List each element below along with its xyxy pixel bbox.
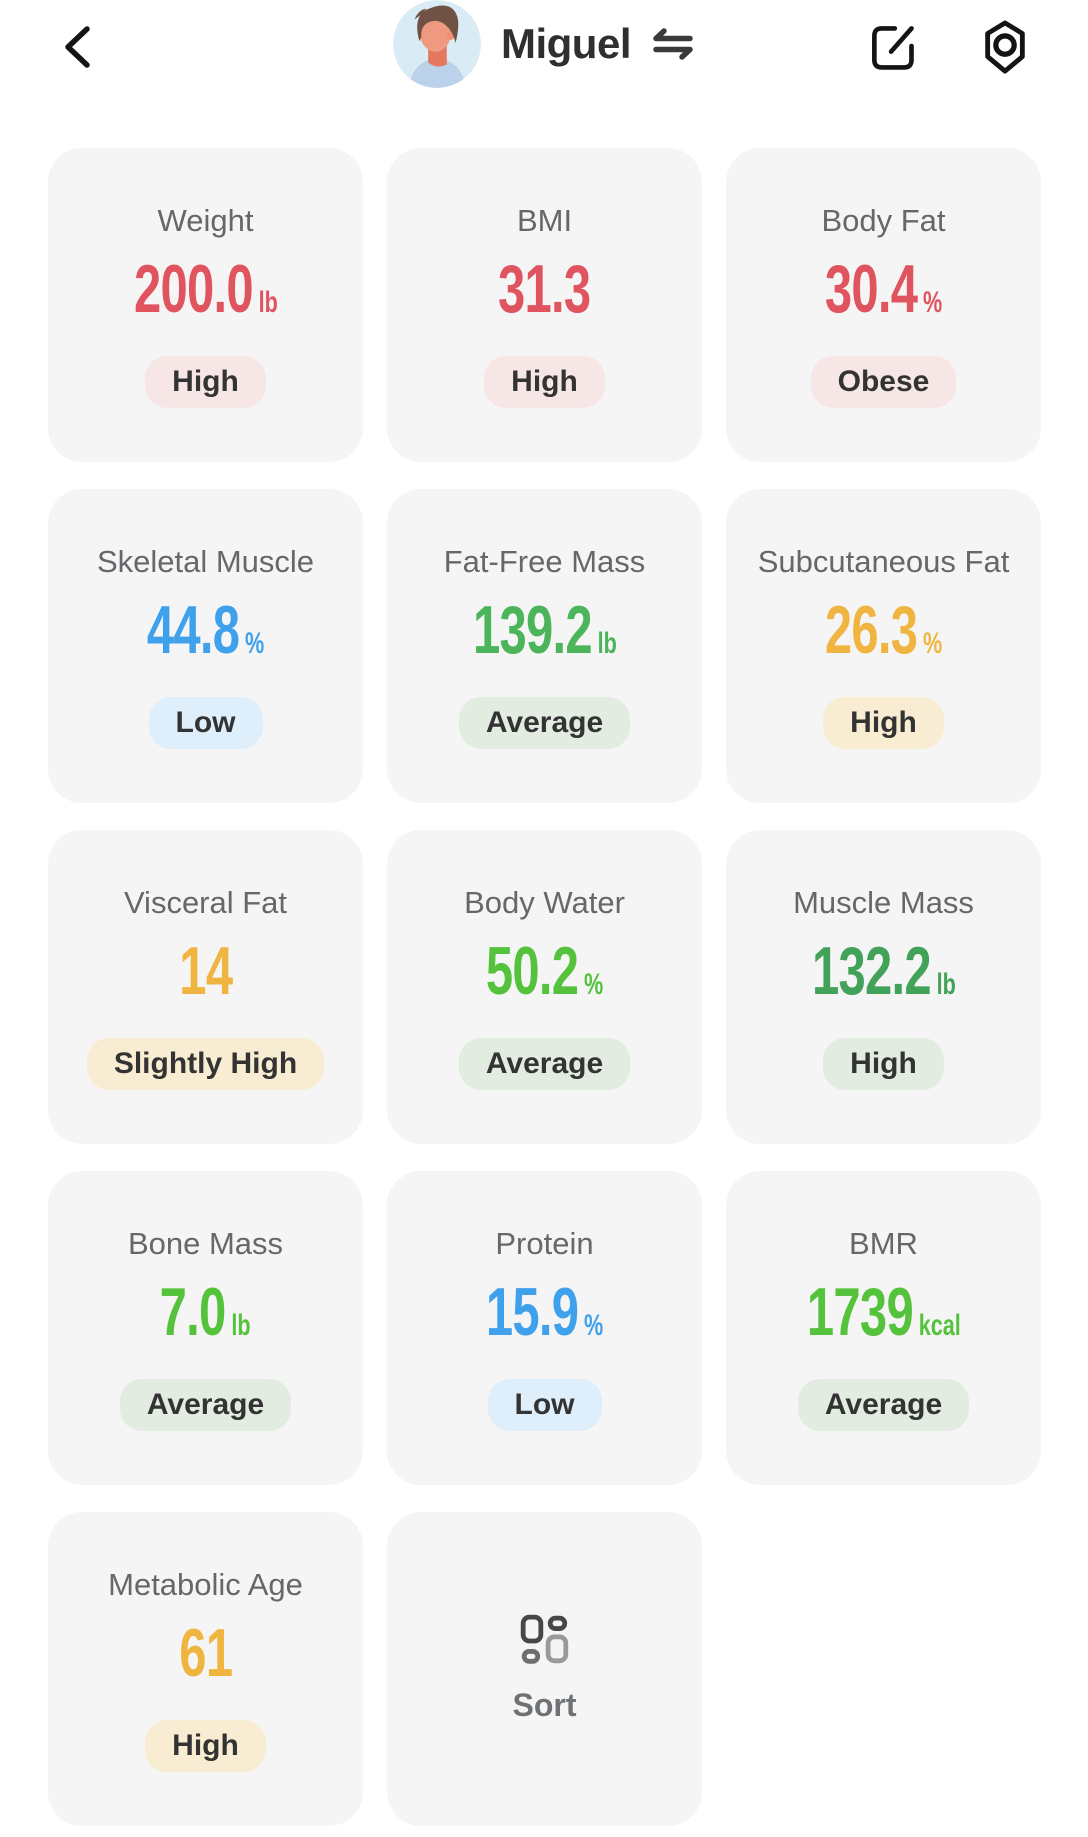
metric-status-badge: Slightly High [86,1038,325,1091]
metric-title: BMR [849,1225,918,1261]
metric-value-row: 31.3 [498,250,591,328]
metric-value: 139.2 [472,592,593,669]
metric-title: Visceral Fat [123,884,288,920]
metric-title: Fat-Free Mass [443,543,646,579]
metric-value-row: 139.2 lb [473,591,617,669]
metric-card[interactable]: Weight 200.0 lb High [48,148,363,462]
metric-title: BMI [516,202,573,238]
profile-switcher[interactable]: Miguel [393,0,695,88]
edit-icon [866,16,918,81]
metric-card[interactable]: Skeletal Muscle 44.8 % Low [48,489,363,803]
metric-value: 44.8 [146,592,240,669]
sort-card[interactable]: Sort [387,1512,702,1826]
metric-status-badge: Obese [810,356,957,409]
metric-status-badge: High [823,1038,944,1091]
metric-value: 31.3 [498,251,591,328]
metric-status-badge: Average [458,697,631,750]
metric-unit: lb [597,627,617,661]
metric-value: 14 [178,933,233,1010]
metric-status-badge: High [823,697,944,750]
metric-unit: % [583,968,604,1002]
sort-label: Sort [512,1687,577,1723]
metric-card[interactable]: Fat-Free Mass 139.2 lb Average [387,489,702,803]
metric-value-row: 26.3 % [825,591,942,669]
header-actions [866,16,1032,81]
metric-card[interactable]: Bone Mass 7.0 lb Average [48,1171,363,1485]
switch-profile-icon [651,28,695,60]
metric-title: Body Fat [821,202,946,238]
metric-unit: kcal [918,1309,961,1343]
metric-status-badge: Average [119,1379,292,1432]
metric-card[interactable]: Muscle Mass 132.2 lb High [726,830,1041,1144]
settings-icon [978,16,1032,81]
metrics-grid: Weight 200.0 lb High BMI 31.3 High Body … [48,148,1041,1826]
metric-card[interactable]: BMI 31.3 High [387,148,702,462]
profile-name: Miguel [501,20,632,67]
header: Miguel [0,0,1088,96]
metric-card[interactable]: Body Water 50.2 % Average [387,830,702,1144]
metric-status-badge: Low [148,697,263,750]
metric-value-row: 1739 kcal [807,1273,961,1351]
metric-title: Bone Mass [127,1225,284,1261]
metric-value: 1739 [806,1274,914,1351]
metric-card[interactable]: Metabolic Age 61 High [48,1512,363,1826]
metric-value: 200.0 [133,251,254,328]
metric-value-row: 7.0 lb [160,1273,251,1351]
metric-value-row: 30.4 % [825,250,942,328]
metric-value: 7.0 [160,1274,227,1351]
metric-unit: % [583,1309,604,1343]
metric-status-badge: Average [458,1038,631,1091]
metric-title: Protein [495,1225,594,1261]
metric-card[interactable]: Visceral Fat 14 Slightly High [48,830,363,1144]
metric-unit: lb [231,1309,251,1343]
metric-value-row: 14 [178,932,233,1010]
metric-unit: lb [936,968,956,1002]
metric-status-badge: High [484,356,605,409]
metric-card[interactable]: Subcutaneous Fat 26.3 % High [726,489,1041,803]
metric-unit: % [244,627,265,661]
metric-value-row: 132.2 lb [812,932,956,1010]
sort-icon [519,1614,571,1671]
chevron-left-icon [61,24,95,73]
metric-unit: lb [258,286,278,320]
metric-title: Skeletal Muscle [96,543,315,579]
metric-value: 132.2 [811,933,932,1010]
metric-title: Metabolic Age [108,1566,303,1602]
back-button[interactable] [58,24,98,72]
metric-status-badge: Low [487,1379,602,1432]
metric-card[interactable]: Body Fat 30.4 % Obese [726,148,1041,462]
metric-unit: % [922,286,943,320]
metric-title: Subcutaneous Fat [757,543,1010,579]
metric-status-badge: High [145,1720,266,1773]
metric-status-badge: Average [797,1379,970,1432]
metric-value-row: 61 [178,1614,233,1692]
edit-button[interactable] [866,16,918,81]
metric-status-badge: High [145,356,266,409]
metric-value-row: 50.2 % [486,932,603,1010]
metric-value-row: 200.0 lb [134,250,278,328]
metric-value: 15.9 [485,1274,579,1351]
metric-value: 61 [178,1615,233,1692]
metric-unit: % [922,627,943,661]
metric-value: 30.4 [824,251,918,328]
metric-value: 50.2 [485,933,579,1010]
metric-title: Muscle Mass [793,884,974,920]
metric-title: Body Water [464,884,625,920]
metric-value-row: 15.9 % [486,1273,603,1351]
metric-card[interactable]: Protein 15.9 % Low [387,1171,702,1485]
metric-value: 26.3 [824,592,918,669]
avatar [393,0,481,88]
metric-card[interactable]: BMR 1739 kcal Average [726,1171,1041,1485]
settings-button[interactable] [978,16,1032,81]
metric-title: Weight [157,202,254,238]
metric-value-row: 44.8 % [147,591,264,669]
